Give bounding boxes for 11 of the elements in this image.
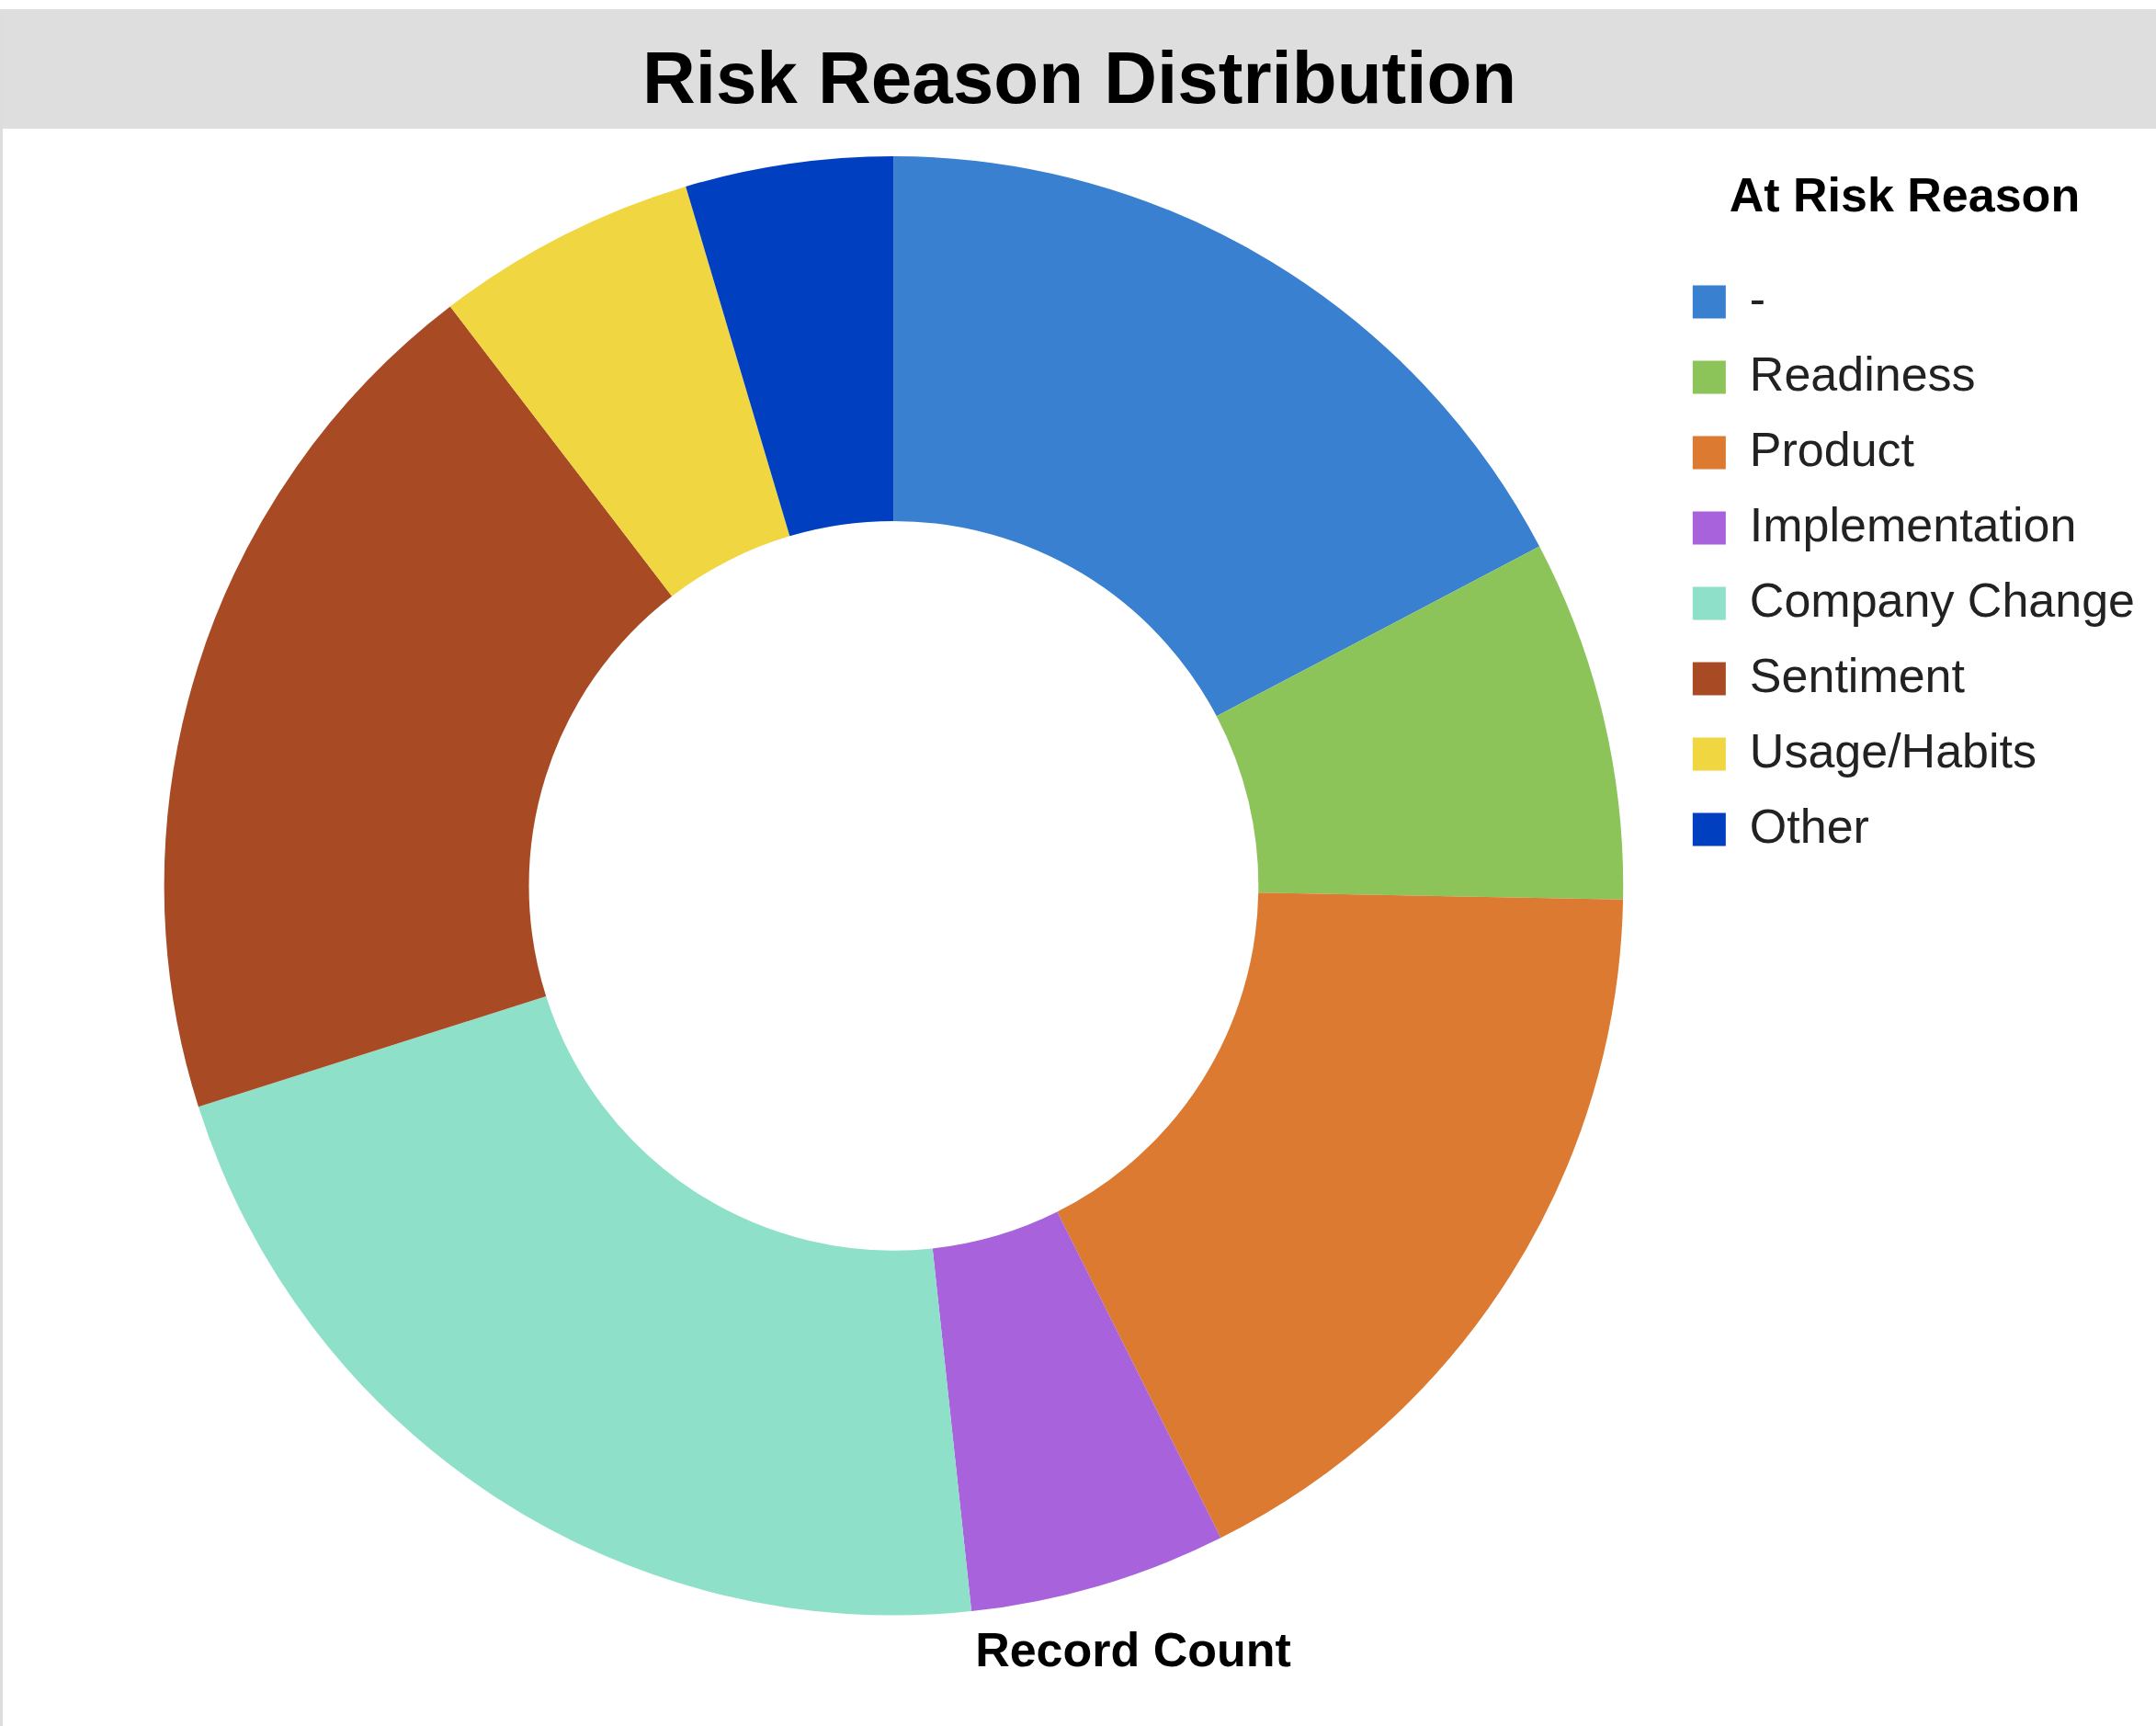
legend-label: Product [1749, 422, 1915, 476]
text: Record Count [975, 1623, 1291, 1677]
legend-label: Company Change [1749, 573, 2136, 627]
legend-title: At Risk Reason [1729, 168, 2081, 222]
legend-label: - [1749, 271, 1766, 325]
legend-label: Implementation [1749, 497, 2077, 551]
legend-label: Other [1749, 799, 1869, 853]
legend-label: Usage/Habits [1749, 723, 2037, 778]
legend-label: Readiness [1749, 346, 1976, 401]
legend-label: Sentiment [1749, 648, 1966, 702]
chart-title: Risk Reason Distribution [3, 9, 2156, 129]
